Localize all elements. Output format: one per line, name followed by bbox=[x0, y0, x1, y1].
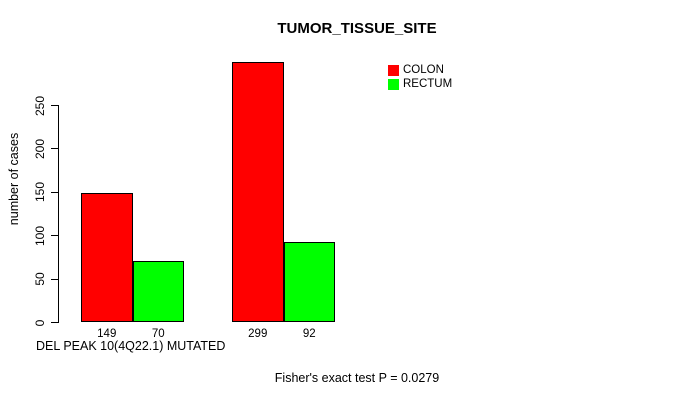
legend-swatch-colon bbox=[388, 65, 399, 76]
y-tick-label: 50 bbox=[33, 272, 47, 286]
bar-value-label: 92 bbox=[302, 328, 316, 340]
y-tick-label: 100 bbox=[33, 225, 47, 246]
y-axis-line bbox=[58, 105, 59, 323]
y-tick-label: 250 bbox=[33, 95, 47, 116]
y-tick-label: 150 bbox=[33, 182, 47, 203]
bar-colon-group-2 bbox=[232, 62, 284, 322]
y-tick-label: 0 bbox=[33, 319, 47, 326]
y-tick-mark bbox=[51, 105, 58, 106]
bar-rectum-group-1 bbox=[132, 261, 184, 322]
y-tick-mark bbox=[51, 191, 58, 193]
legend-swatch-rectum bbox=[388, 79, 399, 90]
bar-value-label: 299 bbox=[248, 328, 268, 340]
chart-title: TUMOR_TISSUE_SITE bbox=[277, 20, 437, 37]
y-tick-mark bbox=[51, 322, 58, 323]
bar-rectum-group-2 bbox=[283, 242, 335, 322]
bar-value-label: 149 bbox=[97, 328, 117, 340]
y-tick-mark bbox=[51, 278, 58, 280]
bar-value-label: 70 bbox=[151, 328, 165, 340]
legend-item-rectum: RECTUM bbox=[388, 78, 453, 90]
annotation-text: Fisher's exact test P = 0.0279 bbox=[274, 371, 440, 385]
legend-label: COLON bbox=[403, 64, 444, 76]
y-tick-mark bbox=[51, 148, 58, 150]
legend: COLON RECTUM bbox=[388, 64, 453, 93]
bar-colon-group-1 bbox=[81, 192, 133, 322]
y-axis-label: number of cases bbox=[7, 132, 21, 226]
x-axis-label: DEL PEAK 10(4Q22.1) MUTATED bbox=[36, 339, 226, 353]
legend-item-colon: COLON bbox=[388, 64, 452, 76]
legend-label: RECTUM bbox=[403, 78, 453, 90]
y-tick-label: 200 bbox=[33, 138, 47, 159]
y-tick-mark bbox=[51, 235, 58, 237]
